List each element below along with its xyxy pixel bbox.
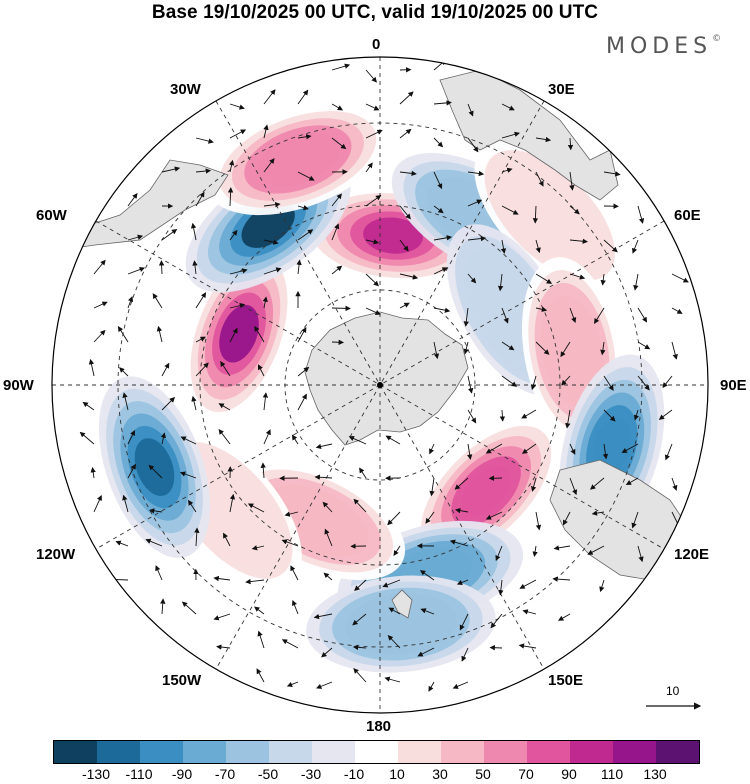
wind-arrow xyxy=(332,308,350,309)
colorbar-label: -90 xyxy=(172,766,192,782)
colorbar-label: -30 xyxy=(301,766,321,782)
colorbar-label: 110 xyxy=(601,766,623,782)
wind-arrow xyxy=(332,342,343,343)
label-0: 0 xyxy=(372,36,380,53)
colorbar-label: -130 xyxy=(82,766,110,782)
colorbar-cell xyxy=(527,741,570,763)
label-60w: 60W xyxy=(36,207,67,224)
colorbar xyxy=(53,740,700,764)
reference-vector-label: 10 xyxy=(666,684,679,698)
label-120e: 120E xyxy=(674,546,709,563)
colorbar-cell xyxy=(570,741,613,763)
colorbar-cell xyxy=(613,741,656,763)
label-150e: 150E xyxy=(548,672,583,689)
colorbar-cell xyxy=(54,741,97,763)
label-90w: 90W xyxy=(3,377,34,394)
colorbar-cell xyxy=(183,741,226,763)
colorbar-label: 90 xyxy=(561,766,577,782)
label-30e: 30E xyxy=(548,81,575,98)
colorbar-label: -10 xyxy=(344,766,364,782)
colorbar-cell xyxy=(398,741,441,763)
label-150w: 150W xyxy=(162,672,201,689)
colorbar-cell xyxy=(355,741,398,763)
colorbar-cell xyxy=(484,741,527,763)
colorbar-label: 50 xyxy=(475,766,491,782)
label-60e: 60E xyxy=(674,207,701,224)
colorbar-cell xyxy=(441,741,484,763)
colorbar-label: -70 xyxy=(215,766,235,782)
colorbar-labels: -130 -110 -90 -70 -50 -30 -10 10 30 50 70 90 110 130 xyxy=(0,766,750,784)
colorbar-label: 70 xyxy=(518,766,534,782)
colorbar-cell xyxy=(656,741,699,763)
colorbar-label: -50 xyxy=(258,766,278,782)
colorbar-label: 30 xyxy=(432,766,448,782)
colorbar-label: 130 xyxy=(643,766,666,782)
colorbar-label: -110 xyxy=(126,766,153,782)
label-180: 180 xyxy=(366,718,391,735)
label-120w: 120W xyxy=(36,546,75,563)
colorbar-cell xyxy=(312,741,355,763)
label-90e: 90E xyxy=(720,377,747,394)
wind-arrow xyxy=(490,648,502,649)
colorbar-cell xyxy=(269,741,312,763)
label-30w: 30W xyxy=(170,81,201,98)
colorbar-label: 10 xyxy=(389,766,405,782)
colorbar-cell xyxy=(140,741,183,763)
colorbar-cell xyxy=(226,741,269,763)
colorbar-cell xyxy=(97,741,140,763)
south-pole-dot xyxy=(377,382,383,388)
wind-arrow xyxy=(161,261,162,274)
